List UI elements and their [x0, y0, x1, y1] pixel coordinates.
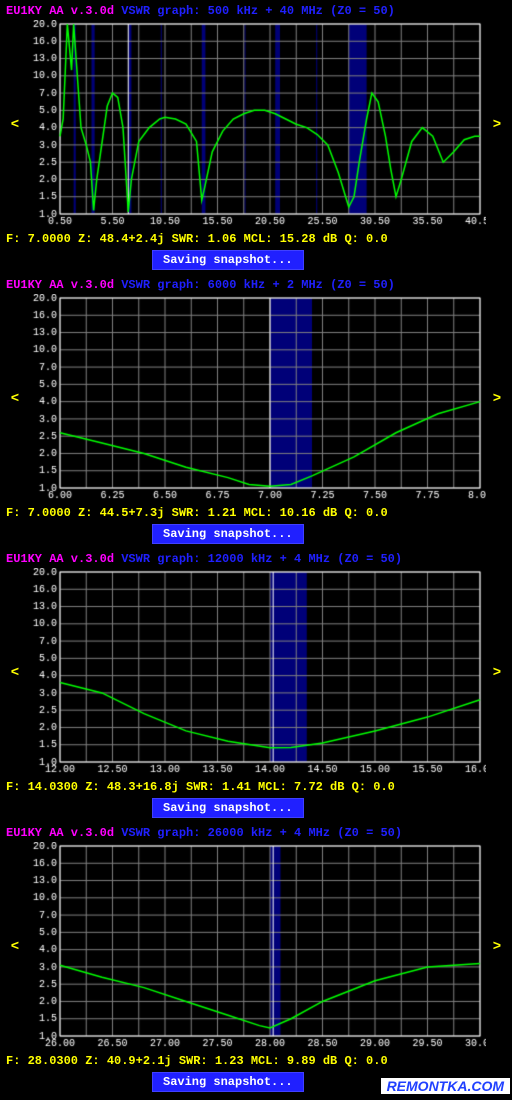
graph-title: VSWR graph: 12000 kHz + 4 MHz (Z0 = 50): [114, 552, 402, 566]
readout-line: F: 28.0300 Z: 40.9+2.1j SWR: 1.23 MCL: 9…: [2, 1052, 510, 1070]
scroll-left-button[interactable]: <: [8, 665, 22, 681]
vswr-plot[interactable]: [26, 20, 486, 230]
vswr-panel: EU1KY AA v.3.0d VSWR graph: 6000 kHz + 2…: [0, 274, 512, 548]
scroll-right-button[interactable]: >: [490, 117, 504, 133]
watermark: REMONTKA.COM: [381, 1078, 510, 1094]
readout-line: F: 7.0000 Z: 44.5+7.3j SWR: 1.21 MCL: 10…: [2, 504, 510, 522]
readout-line: F: 7.0000 Z: 48.4+2.4j SWR: 1.06 MCL: 15…: [2, 230, 510, 248]
vswr-panel: EU1KY AA v.3.0d VSWR graph: 500 kHz + 40…: [0, 0, 512, 274]
saving-snapshot-button[interactable]: Saving snapshot...: [152, 1072, 304, 1092]
vswr-plot[interactable]: [26, 568, 486, 778]
vswr-panel: EU1KY AA v.3.0d VSWR graph: 26000 kHz + …: [0, 822, 512, 1096]
graph-title: VSWR graph: 6000 kHz + 2 MHz (Z0 = 50): [114, 278, 395, 292]
graph-title: VSWR graph: 500 kHz + 40 MHz (Z0 = 50): [114, 4, 395, 18]
scroll-right-button[interactable]: >: [490, 665, 504, 681]
panel-header: EU1KY AA v.3.0d VSWR graph: 500 kHz + 40…: [2, 2, 510, 20]
panel-header: EU1KY AA v.3.0d VSWR graph: 26000 kHz + …: [2, 824, 510, 842]
vswr-plot[interactable]: [26, 294, 486, 504]
saving-snapshot-button[interactable]: Saving snapshot...: [152, 250, 304, 270]
scroll-left-button[interactable]: <: [8, 391, 22, 407]
saving-snapshot-button[interactable]: Saving snapshot...: [152, 798, 304, 818]
scroll-left-button[interactable]: <: [8, 117, 22, 133]
panel-header: EU1KY AA v.3.0d VSWR graph: 6000 kHz + 2…: [2, 276, 510, 294]
saving-snapshot-button[interactable]: Saving snapshot...: [152, 524, 304, 544]
scroll-right-button[interactable]: >: [490, 391, 504, 407]
readout-line: F: 14.0300 Z: 48.3+16.8j SWR: 1.41 MCL: …: [2, 778, 510, 796]
app-title: EU1KY AA v.3.0d: [6, 4, 114, 18]
app-title: EU1KY AA v.3.0d: [6, 552, 114, 566]
vswr-panel: EU1KY AA v.3.0d VSWR graph: 12000 kHz + …: [0, 548, 512, 822]
app-title: EU1KY AA v.3.0d: [6, 826, 114, 840]
graph-title: VSWR graph: 26000 kHz + 4 MHz (Z0 = 50): [114, 826, 402, 840]
scroll-right-button[interactable]: >: [490, 939, 504, 955]
app-title: EU1KY AA v.3.0d: [6, 278, 114, 292]
scroll-left-button[interactable]: <: [8, 939, 22, 955]
vswr-plot[interactable]: [26, 842, 486, 1052]
panel-header: EU1KY AA v.3.0d VSWR graph: 12000 kHz + …: [2, 550, 510, 568]
